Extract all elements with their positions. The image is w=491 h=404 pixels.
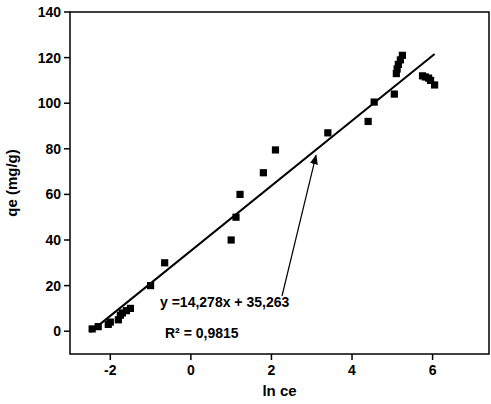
annotation: R² = 0,9815: [165, 325, 239, 341]
data-point: [236, 191, 243, 198]
x-tick-label: 6: [429, 362, 437, 378]
y-tick: [64, 194, 70, 196]
x-tick: [432, 354, 434, 360]
marks: [89, 52, 439, 333]
y-tick-label: 80: [45, 141, 61, 157]
data-point: [107, 318, 114, 325]
y-tick: [64, 11, 70, 13]
y-tick-label: 120: [38, 50, 62, 66]
y-tick: [64, 102, 70, 104]
plot-frame: [70, 12, 489, 354]
y-axis-label: qe (mg/g): [3, 149, 20, 217]
data-point: [399, 52, 406, 59]
y-tick: [64, 148, 70, 150]
data-point: [391, 90, 398, 97]
y-tick-label: 40: [45, 232, 61, 248]
data-point: [431, 81, 438, 88]
annotation: y =14,278x + 35,263: [160, 294, 289, 310]
data-point: [127, 305, 134, 312]
annotation-arrow: [282, 155, 316, 296]
x-tick-label: -2: [104, 362, 117, 378]
x-tick: [190, 354, 192, 360]
data-point: [324, 129, 331, 136]
x-tick-label: 2: [268, 362, 276, 378]
data-point: [161, 259, 168, 266]
x-tick: [271, 354, 273, 360]
y-tick-label: 60: [45, 186, 61, 202]
x-tick-label: 0: [187, 362, 195, 378]
y-tick-label: 100: [38, 95, 62, 111]
y-tick: [64, 57, 70, 59]
x-axis-label: ln ce: [262, 382, 296, 399]
chart: -20246020406080100120140ln ceqe (mg/g)y …: [0, 0, 491, 404]
data-point: [365, 118, 372, 125]
fit-line: [90, 54, 434, 332]
data-point: [272, 146, 279, 153]
x-tick-label: 4: [348, 362, 356, 378]
y-tick: [64, 330, 70, 332]
x-tick: [351, 354, 353, 360]
y-tick: [64, 285, 70, 287]
data-point: [228, 236, 235, 243]
y-tick-label: 20: [45, 278, 61, 294]
y-tick: [64, 239, 70, 241]
data-point: [260, 169, 267, 176]
x-tick: [110, 354, 112, 360]
y-tick-label: 0: [53, 323, 61, 339]
y-tick-label: 140: [38, 4, 62, 20]
